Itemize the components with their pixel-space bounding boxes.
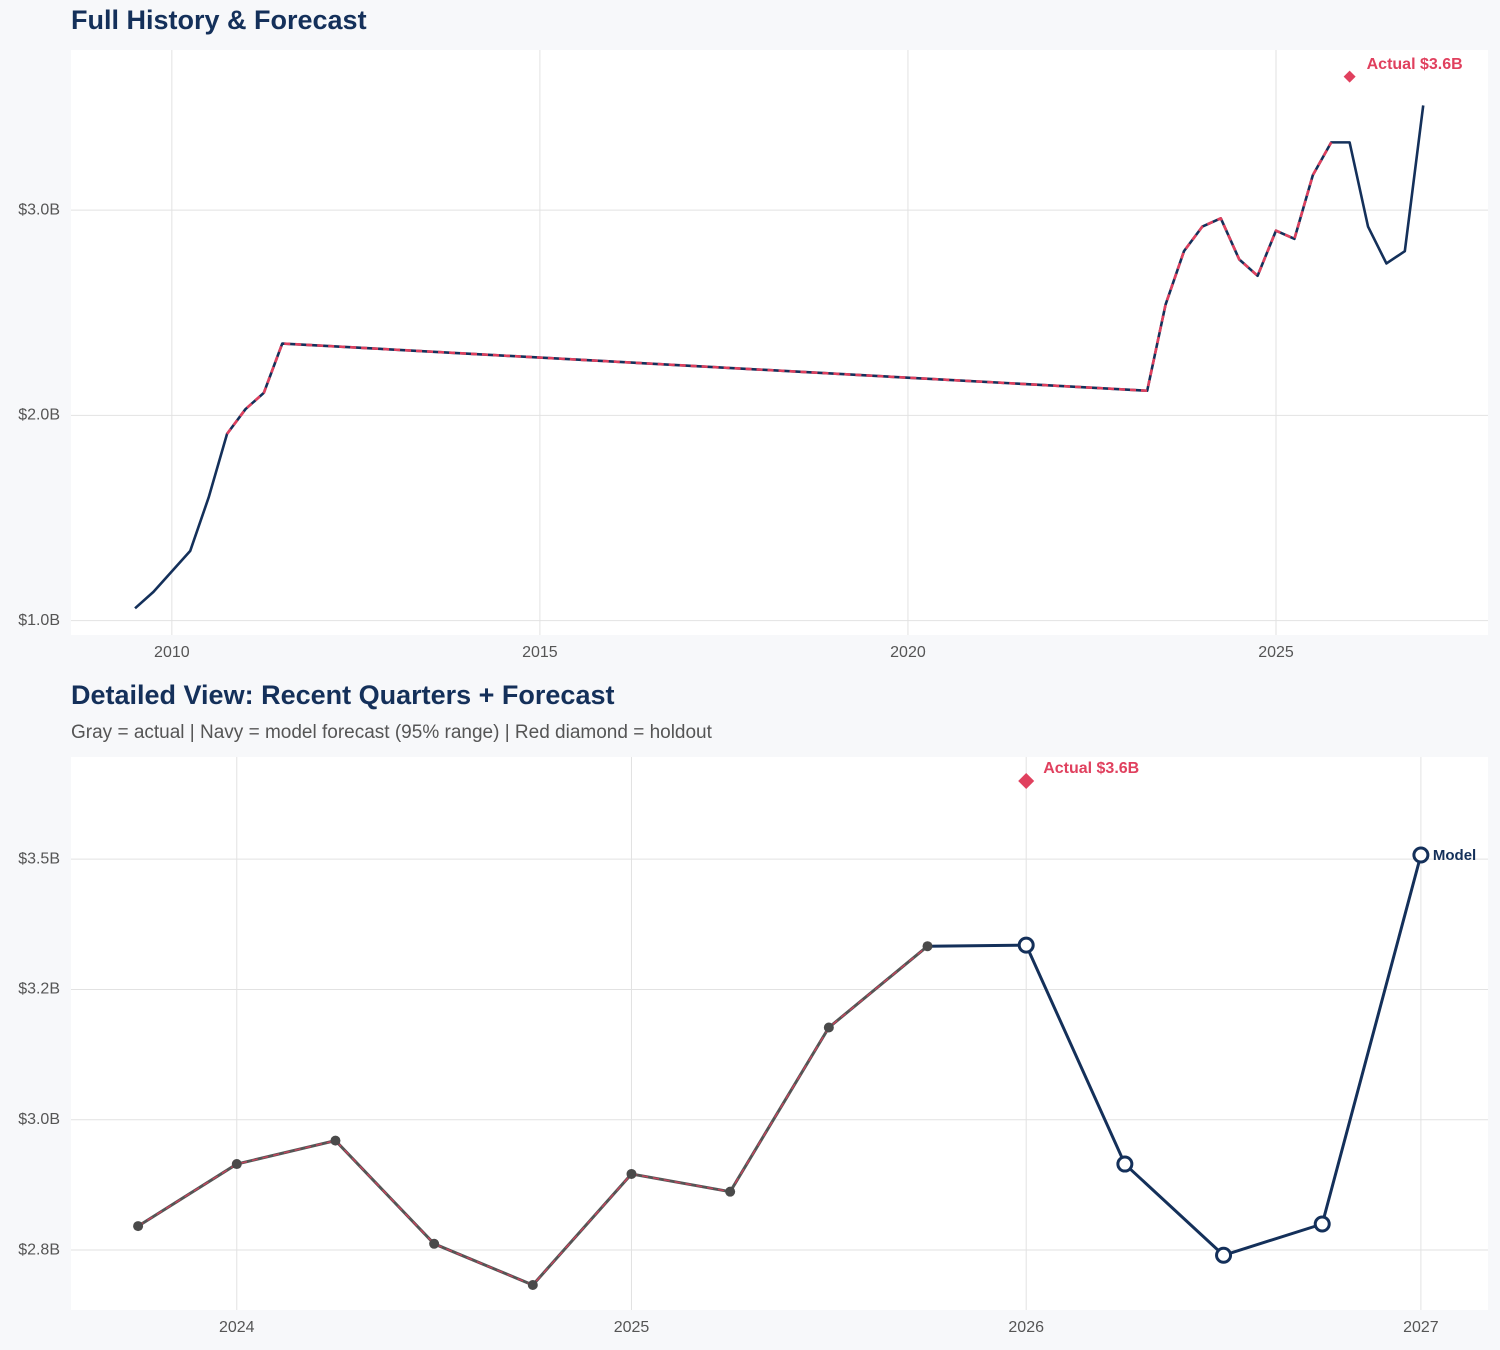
holdout-label: Actual $3.6B (1043, 760, 1139, 777)
y-tick-label: $3.0B (18, 201, 60, 218)
plot-area (71, 50, 1488, 635)
point (922, 941, 933, 952)
chart-title: Full History & Forecast (71, 5, 367, 35)
plot-area (71, 757, 1488, 1310)
holdout-marker (1343, 70, 1356, 83)
x-tick-label: 2027 (1403, 1319, 1439, 1336)
series-line (226, 141, 1333, 435)
holdout-marker (1018, 772, 1035, 789)
y-tick-label: $3.2B (18, 981, 60, 998)
point (330, 1135, 341, 1146)
point (1412, 846, 1430, 864)
chart-subtitle: Gray = actual | Navy = model forecast (9… (71, 722, 713, 743)
x-tick-label: 2025 (1258, 644, 1294, 661)
holdout-label: Actual $3.6B (1367, 56, 1463, 73)
x-tick-label: 2010 (154, 644, 190, 661)
point (133, 1221, 144, 1232)
point (725, 1186, 736, 1197)
point (626, 1168, 637, 1179)
point (1215, 1246, 1233, 1264)
point (1116, 1155, 1134, 1173)
end-label: Model (1433, 847, 1476, 864)
x-tick-label: 2025 (614, 1319, 650, 1336)
y-tick-label: $3.5B (18, 850, 60, 867)
point (231, 1159, 242, 1170)
series-line (927, 854, 1423, 1257)
x-tick-label: 2024 (219, 1319, 255, 1336)
chart-title: Detailed View: Recent Quarters + Forecas… (71, 680, 614, 710)
x-tick-label: 2015 (522, 644, 558, 661)
x-tick-label: 2020 (890, 644, 926, 661)
y-tick-label: $3.0B (18, 1111, 60, 1128)
point (823, 1022, 834, 1033)
y-tick-label: $2.0B (18, 407, 60, 424)
point (1313, 1215, 1331, 1233)
y-tick-label: $2.8B (18, 1241, 60, 1258)
point (527, 1279, 538, 1290)
y-tick-label: $1.0B (18, 612, 60, 629)
point (429, 1238, 440, 1249)
point (1017, 936, 1035, 954)
x-tick-label: 2026 (1008, 1319, 1044, 1336)
